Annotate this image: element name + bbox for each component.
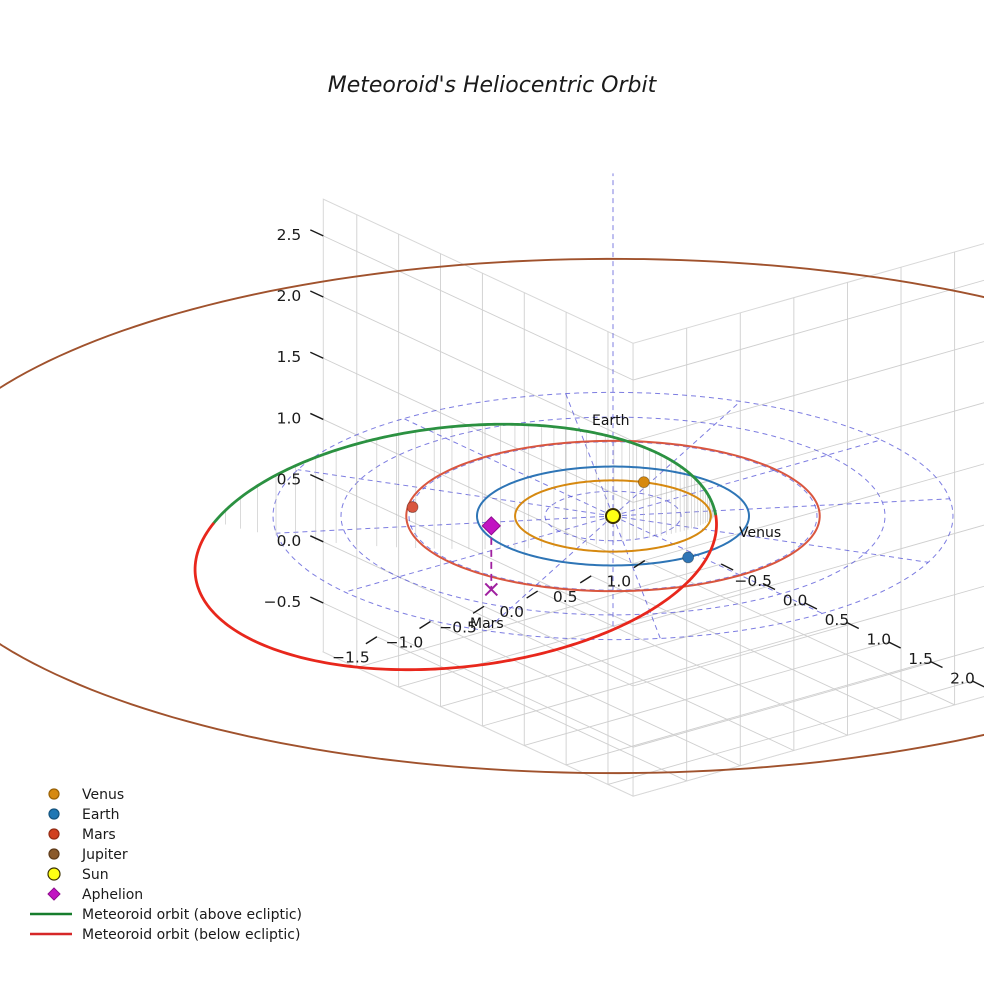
z-axis-4-label: 1.5 <box>277 348 302 366</box>
y-axis-3-label: 1.0 <box>866 630 891 648</box>
z-axis-0-tick <box>310 596 324 604</box>
y-axis-0-label: −0.5 <box>734 572 772 590</box>
z-axis-4-tick <box>310 351 324 359</box>
legend-label: Earth <box>82 807 120 823</box>
pane-gridlines-layer <box>323 214 984 785</box>
z-axis-1-label: 0.0 <box>277 532 302 550</box>
mars-orbit-path <box>405 439 821 593</box>
legend-item-mars[interactable]: Mars <box>48 827 116 843</box>
meteoroid-orbit-above-ecliptic <box>211 422 711 526</box>
z-axis-6-tick <box>310 229 324 237</box>
legend-label: Mars <box>82 827 116 843</box>
x-axis-4-label: 0.5 <box>553 588 578 606</box>
z-axis-3-tick <box>310 412 324 421</box>
x-axis-2-label: −0.5 <box>439 618 477 636</box>
y-axis-2-tick <box>804 602 818 610</box>
jupiter-orbit-layer <box>0 257 984 775</box>
y-axis-5-tick <box>930 660 943 669</box>
y-axis-4-label: 1.5 <box>908 650 933 668</box>
earth-orbit-path <box>476 465 750 567</box>
x-axis-1-label: −1.0 <box>386 634 424 652</box>
legend-marker-circle <box>48 808 60 820</box>
y-axis-1-label: 0.0 <box>783 592 808 610</box>
planet-orbits-layer <box>405 439 821 593</box>
axis-ticks-layer: −1.5 −1.0 −0.5 0.0 0.5 1.0 −0.5 0.0 0.5 1.0 1.5 2.0… <box>264 226 984 688</box>
meteoroid-orbit-below-ecliptic <box>193 512 718 672</box>
x-axis-0-tick <box>365 636 378 645</box>
x-axis-2-tick <box>472 605 485 614</box>
legend-label: Meteoroid orbit (above ecliptic) <box>82 907 302 923</box>
body-label-venus: Venus <box>739 525 781 541</box>
legend-label: Sun <box>82 867 109 883</box>
legend-label: Venus <box>82 787 124 803</box>
meteoroid-orbit-above-ecliptic <box>707 495 717 516</box>
aphelion-projection-marker <box>484 582 499 597</box>
legend-item-aphelion[interactable]: Aphelion <box>47 887 143 903</box>
body-markers-layer <box>406 476 695 597</box>
venus-marker <box>637 476 650 489</box>
x-axis-3-tick <box>526 590 539 599</box>
venus-orbit-path <box>514 479 712 553</box>
x-axis-3-label: 0.0 <box>499 603 524 621</box>
z-axis-1-tick <box>310 535 324 543</box>
legend-item-jupiter[interactable]: Jupiter <box>48 847 128 863</box>
y-axis-2-label: 0.5 <box>825 611 850 629</box>
x-axis-0-label: −1.5 <box>332 649 370 667</box>
x-axis-1-tick <box>419 620 431 630</box>
legend-label: Jupiter <box>81 847 128 863</box>
mars-marker <box>406 501 419 513</box>
aphelion-marker <box>481 516 502 536</box>
y-axis-5-label: 2.0 <box>950 669 975 687</box>
legend-label: Meteoroid orbit (below ecliptic) <box>82 927 300 943</box>
y-axis-4-tick <box>888 641 901 649</box>
legend-marker-diamond <box>47 887 61 901</box>
x-axis-5-label: 1.0 <box>606 573 631 591</box>
y-axis-3-tick <box>846 621 860 630</box>
stem-lines-layer <box>225 424 716 550</box>
y-axis-6-tick <box>972 680 984 688</box>
y-axis-1-tick <box>762 582 776 591</box>
z-axis-3-label: 1.0 <box>277 409 302 427</box>
legend-item-meteoroid-orbit-above-ecliptic[interactable]: Meteoroid orbit (above ecliptic) <box>30 907 302 923</box>
annotations-layer: Earth Venus Mars <box>470 413 781 632</box>
y-axis-0-tick <box>720 563 734 571</box>
plot-title: Meteoroid's Heliocentric Orbit <box>328 73 658 98</box>
meteoroid-orbit-layer <box>193 422 718 672</box>
legend-item-earth[interactable]: Earth <box>48 807 120 823</box>
x-axis-5-tick <box>633 560 646 569</box>
body-label-earth: Earth <box>592 413 630 429</box>
legend-item-venus[interactable]: Venus <box>48 787 124 803</box>
body-label-mars: Mars <box>470 616 504 632</box>
axes-panes-layer <box>321 198 984 797</box>
legend-label: Aphelion <box>82 887 143 903</box>
legend-item-meteoroid-orbit-below-ecliptic[interactable]: Meteoroid orbit (below ecliptic) <box>30 927 300 943</box>
x-axis-4-tick <box>579 575 592 584</box>
z-axis-2-tick <box>310 473 324 482</box>
legend-marker-circle <box>48 828 60 840</box>
z-axis-5-tick <box>310 290 324 298</box>
z-axis-6-label: 2.5 <box>277 226 302 244</box>
jupiter-orbit-path <box>0 257 984 775</box>
sun-marker <box>605 508 621 524</box>
legend: Venus Earth Mars Jupiter Sun Aphelion Meteoroi… <box>30 787 302 943</box>
z-axis-2-label: 0.5 <box>277 471 302 489</box>
legend-marker-circle <box>48 788 60 800</box>
earth-marker <box>682 551 695 564</box>
z-axis-0-label: −0.5 <box>264 593 302 611</box>
legend-item-sun[interactable]: Sun <box>47 867 109 883</box>
legend-marker-circle <box>47 867 61 881</box>
z-axis-5-label: 2.0 <box>277 287 302 305</box>
legend-marker-circle <box>48 848 60 860</box>
